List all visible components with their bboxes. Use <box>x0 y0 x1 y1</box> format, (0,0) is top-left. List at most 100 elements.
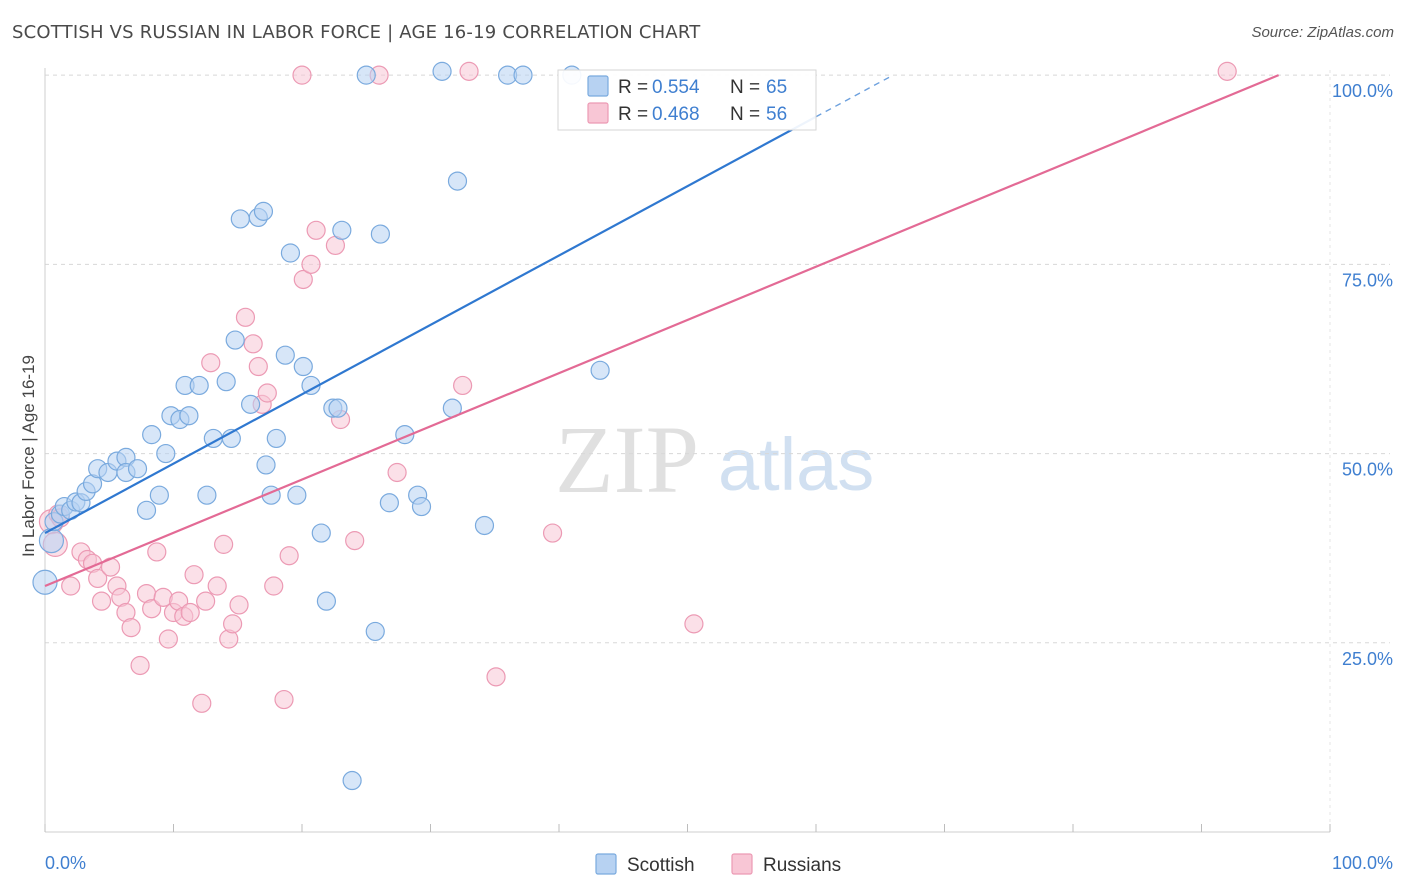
scottish-point <box>241 394 261 414</box>
scottish-trend-line <box>44 115 817 535</box>
russians-point <box>684 614 704 634</box>
chart-title: SCOTTISH VS RUSSIAN IN LABOR FORCE | AGE… <box>12 22 701 43</box>
scottish-point <box>432 61 452 81</box>
watermark-zip: ZIP <box>555 406 699 513</box>
scottish-point <box>142 425 162 445</box>
russians-point <box>130 655 150 676</box>
x-tick-label: 0.0% <box>45 853 86 873</box>
r-value: 0.468 <box>652 104 700 125</box>
y-tick-label: 100.0% <box>1332 81 1393 101</box>
scottish-point <box>127 459 148 479</box>
scottish-point <box>316 591 337 611</box>
russians-point <box>243 334 263 354</box>
r-value: 0.554 <box>652 77 700 98</box>
scottish-swatch <box>587 75 609 97</box>
russians-point <box>196 591 216 611</box>
legend-scottish-swatch <box>595 853 617 875</box>
scottish-point <box>179 406 199 426</box>
legend-russians-swatch <box>731 853 753 875</box>
russians-point <box>223 614 243 634</box>
russians-point <box>1217 61 1237 81</box>
n-value: 65 <box>766 77 787 98</box>
russians-point <box>214 534 234 554</box>
y-axis-label: In Labor Force | Age 16-19 <box>19 355 38 557</box>
russians-point <box>292 65 312 85</box>
y-tick-label: 50.0% <box>1342 460 1393 480</box>
scottish-point <box>590 360 610 380</box>
scottish-point <box>311 523 331 543</box>
russians-point <box>274 689 294 710</box>
scottish-point <box>280 243 301 263</box>
russians-point <box>345 531 365 551</box>
n-label: N = <box>730 104 760 125</box>
grid-lines <box>45 70 1390 832</box>
russians-point <box>121 618 141 638</box>
n-label: N = <box>730 77 760 98</box>
scottish-point <box>293 356 313 377</box>
x-tick-labels: 0.0% 100.0% <box>45 853 1393 873</box>
scottish-point <box>38 528 65 554</box>
scottish-point <box>189 375 209 396</box>
y-tick-label: 25.0% <box>1342 649 1393 669</box>
scottish-point <box>197 485 217 505</box>
russians-point <box>248 356 268 377</box>
russians-point <box>387 462 407 483</box>
scottish-trend-extension <box>815 74 894 118</box>
russians-point <box>201 353 221 373</box>
russians-point <box>184 565 204 585</box>
x-tick-label: 100.0% <box>1332 853 1393 873</box>
russians-point <box>235 307 256 327</box>
scottish-point <box>365 621 385 642</box>
r-label: R = <box>618 104 648 125</box>
y-tick-labels: 25.0% 50.0% 75.0% 100.0% <box>1332 81 1393 669</box>
russians-point <box>486 667 506 687</box>
source-label: Source: ZipAtlas.com <box>1251 24 1394 41</box>
russians-point <box>207 576 227 596</box>
russians-point <box>301 254 321 274</box>
russians-point <box>147 542 167 562</box>
scottish-point <box>216 372 236 392</box>
russians-point <box>88 568 108 589</box>
russians-point <box>180 602 200 623</box>
russians-swatch <box>587 102 609 124</box>
russians-point <box>279 546 299 566</box>
scottish-point <box>225 330 245 350</box>
russians-point <box>453 375 473 396</box>
data-points <box>32 61 1237 791</box>
scottish-point <box>230 209 250 229</box>
russians-point <box>542 523 563 543</box>
scottish-point <box>266 428 286 449</box>
russians-point <box>459 61 479 81</box>
n-value: 56 <box>766 104 787 125</box>
stats-legend: R = 0.554 N = 65 R = 0.468 N = 56 <box>557 69 817 131</box>
scottish-point <box>287 485 307 505</box>
legend-russians-label: Russians <box>763 855 841 876</box>
scottish-point <box>332 220 352 240</box>
scottish-point <box>513 65 533 85</box>
russians-point <box>158 629 178 649</box>
series-legend: Scottish Russians <box>595 853 841 876</box>
scottish-point <box>256 455 276 475</box>
legend-scottish-label: Scottish <box>627 855 695 876</box>
scottish-point <box>275 345 295 365</box>
scottish-point <box>149 485 169 505</box>
scottish-point <box>253 201 274 221</box>
scottish-point <box>474 515 495 536</box>
scottish-point <box>342 770 362 791</box>
watermark-atlas: atlas <box>718 423 874 506</box>
axes <box>44 68 1331 833</box>
scottish-point <box>447 171 468 191</box>
russians-point <box>192 693 212 713</box>
russians-point <box>142 599 162 619</box>
y-tick-label: 75.0% <box>1342 270 1393 290</box>
scottish-point <box>379 493 399 513</box>
trend-lines <box>44 74 1280 588</box>
russians-point <box>306 220 326 240</box>
scottish-point <box>136 500 157 520</box>
scottish-point <box>370 224 390 244</box>
scottish-point <box>411 496 432 517</box>
russians-point <box>257 383 277 403</box>
scottish-point <box>328 398 348 418</box>
russians-point <box>91 591 112 611</box>
